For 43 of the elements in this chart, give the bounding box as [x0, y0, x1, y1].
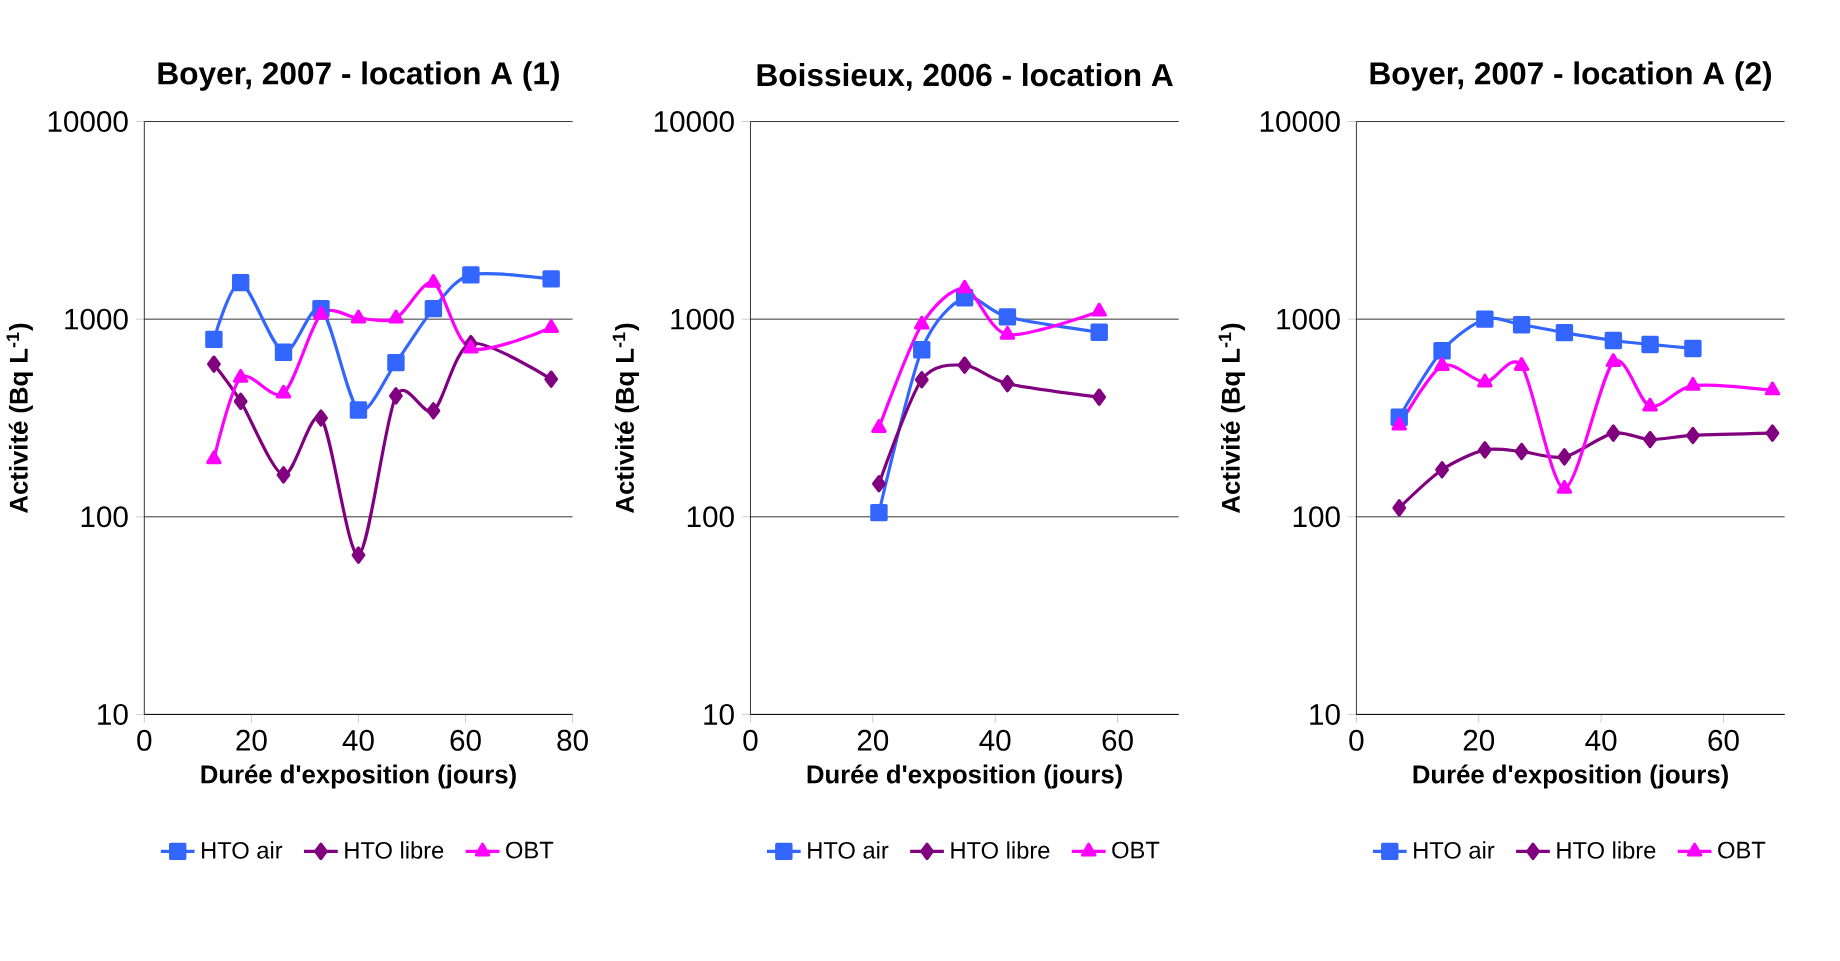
chart-title: Boyer, 2007 - location A (1)	[158, 61, 559, 91]
x-tick-label: 80	[557, 729, 588, 751]
y-tick-label: 10	[98, 703, 128, 725]
chart-title: Boyer, 2007 - location A (2)	[1370, 61, 1772, 91]
x-tick-label: 0	[1349, 729, 1364, 751]
legend-label: OBT	[506, 841, 554, 859]
x-tick-label: 20	[1463, 729, 1495, 751]
legend-label: HTO air	[1414, 841, 1495, 859]
legend-label: OBT	[1112, 841, 1160, 859]
x-axis-title: Durée d'exposition (jours)	[1413, 764, 1728, 789]
y-tick-label: 100	[1293, 506, 1340, 528]
x-tick-label: 20	[236, 729, 267, 751]
legend-label: HTO libre	[1557, 841, 1656, 859]
y-tick-label: 1000	[65, 308, 128, 330]
y-tick-label: 1000	[671, 308, 734, 330]
x-tick-label: 60	[450, 729, 481, 751]
chart-title: Boissieux, 2006 - location A	[757, 62, 1173, 91]
y-tick-label: 10	[1310, 703, 1340, 725]
y-tick-label: 100	[81, 506, 128, 528]
y-tick-label: 10000	[654, 110, 734, 132]
y-tick-label: 10000	[48, 110, 128, 132]
x-tick-label: 40	[342, 729, 374, 751]
x-tick-label: 40	[1585, 729, 1617, 751]
x-tick-label: 0	[137, 729, 152, 751]
legend-label: HTO air	[808, 841, 889, 859]
legend-label: OBT	[1718, 841, 1766, 859]
y-axis-title: Activité (Bq L$^{-1}$)	[6, 323, 33, 513]
x-tick-label: 20	[857, 729, 889, 751]
y-tick-label: 100	[687, 506, 734, 528]
x-axis-title: Durée d'exposition (jours)	[201, 764, 516, 789]
x-tick-label: 60	[1708, 729, 1739, 751]
x-tick-label: 40	[979, 729, 1011, 751]
legend-label: HTO air	[202, 841, 283, 859]
y-axis-title: Activité (Bq L$^{-1}$)	[612, 323, 640, 513]
x-tick-label: 0	[743, 729, 758, 751]
y-axis-title: Activité (Bq L$^{-1}$)	[1218, 323, 1245, 513]
y-tick-label: 1000	[1277, 308, 1340, 330]
y-tick-label: 10	[704, 703, 734, 725]
legend-label: HTO libre	[345, 841, 444, 859]
x-tick-label: 60	[1102, 729, 1133, 751]
legend-label: HTO libre	[951, 841, 1050, 859]
x-axis-title: Durée d'exposition (jours)	[807, 764, 1122, 789]
y-tick-label: 10000	[1260, 110, 1340, 132]
